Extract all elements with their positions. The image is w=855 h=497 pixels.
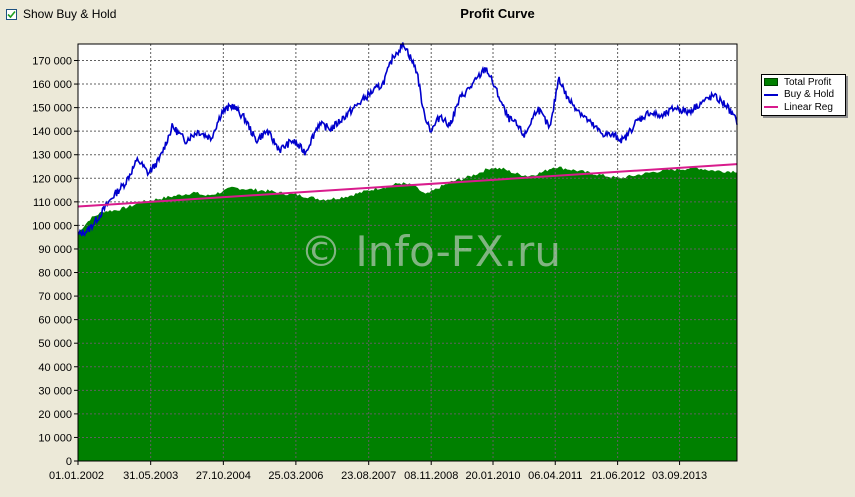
y-tick-label: 110 000: [33, 197, 72, 209]
legend-item-linear-reg: Linear Reg: [764, 101, 845, 114]
x-tick-label: 03.09.2013: [652, 470, 707, 482]
legend-swatch-linear-reg: [764, 106, 778, 109]
x-tick-label: 21.06.2012: [590, 470, 645, 482]
y-tick-label: 50 000: [38, 338, 72, 350]
y-tick-label: 70 000: [38, 291, 72, 303]
legend-label-total-profit: Total Profit: [784, 76, 832, 88]
x-tick-label: 23.08.2007: [341, 470, 396, 482]
y-tick-label: 20 000: [38, 409, 72, 421]
y-tick-label: 150 000: [32, 103, 72, 115]
y-tick-label: 60 000: [38, 315, 72, 327]
y-tick-label: 140 000: [32, 126, 72, 138]
legend-label-buy-hold: Buy & Hold: [784, 89, 835, 101]
x-tick-label: 20.01.2010: [465, 470, 520, 482]
plot-frame: [77, 43, 738, 462]
x-tick-label: 27.10.2004: [196, 470, 251, 482]
x-tick-label: 01.01.2002: [49, 470, 104, 482]
y-tick-label: 160 000: [32, 79, 72, 91]
legend-swatch-total-profit: [764, 78, 778, 87]
y-tick-label: 90 000: [38, 244, 72, 256]
x-tick-label: 31.05.2003: [123, 470, 178, 482]
legend-label-linear-reg: Linear Reg: [784, 101, 833, 113]
y-tick-label: 170 000: [32, 55, 72, 67]
toolbar: Show Buy & Hold: [6, 5, 116, 23]
watermark: © Info-FX.ru: [300, 227, 561, 276]
checkmark-icon: [7, 10, 16, 18]
chart-title: Profit Curve: [460, 6, 535, 21]
y-tick-label: 130 000: [32, 150, 72, 162]
legend-item-buy-hold: Buy & Hold: [764, 89, 845, 102]
y-tick-label: 0: [66, 456, 72, 468]
y-tick-label: 30 000: [38, 385, 72, 397]
y-tick-label: 100 000: [32, 220, 72, 232]
y-tick-label: 40 000: [38, 362, 72, 374]
legend-swatch-buy-hold: [764, 93, 778, 96]
show-buy-hold-checkbox[interactable]: [6, 8, 17, 20]
y-tick-label: 120 000: [32, 173, 72, 185]
x-tick-label: 06.04.2011: [528, 470, 582, 482]
y-tick-label: 10 000: [38, 432, 72, 444]
series-linear-reg-line: [77, 163, 738, 208]
show-buy-hold-label[interactable]: Show Buy & Hold: [23, 7, 117, 21]
x-tick-label: 08.11.2008: [404, 470, 458, 482]
series-total-profit-area: [78, 166, 737, 461]
x-tick-label: 25.03.2006: [268, 470, 323, 482]
legend-item-total-profit: Total Profit: [764, 76, 845, 89]
series-buy-hold-line: [77, 42, 738, 237]
chart-legend: Total Profit Buy & Hold Linear Reg: [761, 74, 846, 116]
y-tick-label: 80 000: [38, 268, 72, 280]
